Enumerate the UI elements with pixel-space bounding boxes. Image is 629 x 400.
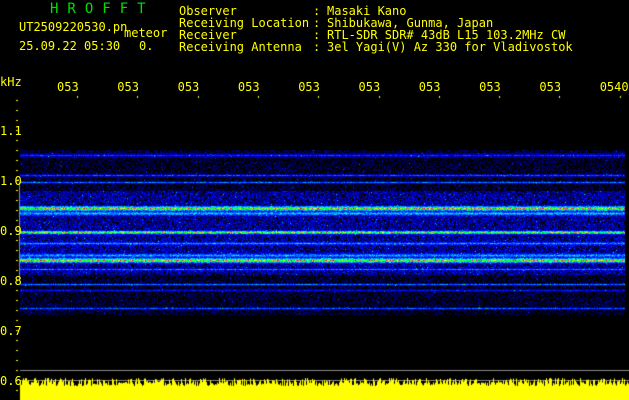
y-tick-label: 0.7 bbox=[0, 324, 22, 338]
x-tick-label: 0537 bbox=[418, 80, 440, 94]
info-value: 3el Yagi(V) Az 330 for Vladivostok bbox=[327, 40, 573, 54]
x-tick-label: 0535 bbox=[298, 80, 320, 94]
x-tick-label: 0534 bbox=[237, 80, 259, 94]
detection-count: 0. bbox=[139, 39, 154, 53]
x-tick-label: 0536 bbox=[358, 80, 380, 94]
y-tick-label: 0.6 bbox=[0, 374, 22, 388]
info-colon: : bbox=[313, 40, 321, 54]
y-unit: kHz bbox=[0, 75, 22, 89]
info-colon: : bbox=[313, 28, 321, 42]
filename: UT2509220530.pn bbox=[19, 20, 128, 34]
x-tick-label: 0531 bbox=[57, 80, 78, 94]
x-tick-label: 0532 bbox=[117, 80, 139, 94]
y-tick-label: 1.0 bbox=[0, 174, 22, 188]
info-label: Receiving Antenna bbox=[179, 40, 302, 54]
info-colon: : bbox=[313, 4, 321, 18]
x-tick-label: 0539 bbox=[539, 80, 561, 94]
y-tick-label: 1.1 bbox=[0, 124, 22, 138]
x-tick-label: 0533 bbox=[177, 80, 199, 94]
y-tick-label: 0.9 bbox=[0, 224, 22, 238]
info-colon: : bbox=[313, 16, 321, 30]
x-tick-label: 0538 bbox=[479, 80, 501, 94]
info-label: Observer bbox=[179, 4, 237, 18]
mode-label: meteor bbox=[124, 26, 168, 40]
info-label: Receiver bbox=[179, 28, 237, 42]
x-tick-label: 0540 bbox=[599, 80, 629, 94]
info-value: Masaki Kano bbox=[327, 4, 407, 18]
datetime: 25.09.22 05:30 bbox=[19, 39, 121, 53]
info-label: Receiving Location bbox=[179, 16, 310, 30]
y-tick-label: 0.8 bbox=[0, 274, 22, 288]
info-value: RTL-SDR SDR# 43dB L15 103.2MHz CW bbox=[327, 28, 566, 42]
info-value: Shibukawa, Gunma, Japan bbox=[327, 16, 494, 30]
app-title: HROFFT bbox=[50, 1, 155, 17]
